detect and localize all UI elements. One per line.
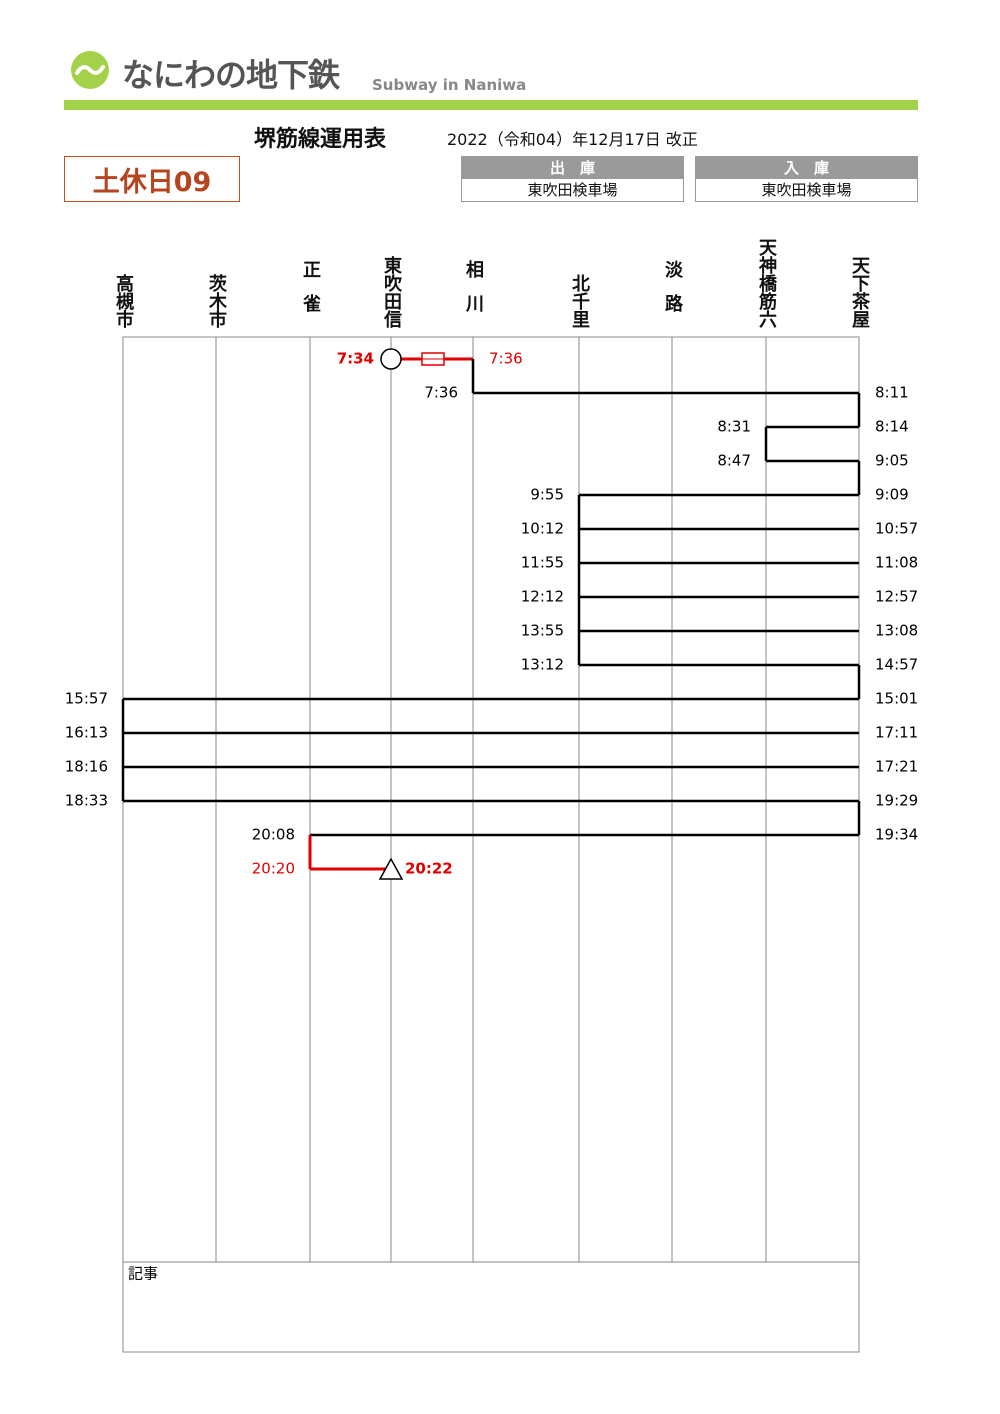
time-label: 18:16 [65, 758, 108, 776]
time-label: 7:36 [489, 350, 523, 368]
frame [122, 336, 860, 1353]
station-name: 茨木市 [206, 274, 227, 328]
time-label: 10:12 [521, 520, 564, 538]
station-name: 東吹田信 [381, 256, 402, 328]
time-label: 9:09 [875, 486, 909, 504]
logo-subtitle: Subway in Naniwa [372, 76, 527, 94]
depot-label: 入 庫 [696, 157, 917, 179]
time-label: 9:55 [530, 486, 564, 504]
time-label: 8:14 [875, 418, 909, 436]
station-name: 天下茶屋 [849, 256, 870, 328]
time-label: 7:36 [424, 384, 458, 402]
time-label: 14:57 [875, 656, 918, 674]
station-name: 相川 [463, 260, 484, 328]
time-label: 13:55 [521, 622, 564, 640]
station-name: 天神橋筋六 [756, 238, 777, 328]
time-label: 15:57 [65, 690, 108, 708]
time-label: 12:57 [875, 588, 918, 606]
time-label: 9:05 [875, 452, 909, 470]
header-bar [64, 100, 918, 110]
time-label: 12:12 [521, 588, 564, 606]
end-marker [378, 857, 404, 880]
time-label: 8:11 [875, 384, 909, 402]
time-label: 10:57 [875, 520, 918, 538]
time-label: 16:13 [65, 724, 108, 742]
time-label: 18:33 [65, 792, 108, 810]
station-name: 正雀 [300, 260, 321, 328]
time-label: 17:11 [875, 724, 918, 742]
time-label: 11:55 [521, 554, 564, 572]
time-label: 20:20 [252, 860, 295, 878]
depot-box: 出 庫東吹田検車場 [461, 156, 684, 202]
time-label: 8:31 [717, 418, 751, 436]
logo-mark [71, 51, 109, 89]
time-label: 11:08 [875, 554, 918, 572]
depot-value: 東吹田検車場 [761, 181, 852, 199]
badge: 土休日09 [64, 156, 240, 202]
time-label: 19:29 [875, 792, 918, 810]
time-label: 13:12 [521, 656, 564, 674]
logo-text: なにわの地下鉄 [122, 56, 340, 94]
time-label: 8:47 [717, 452, 751, 470]
station-name: 淡路 [662, 260, 683, 328]
time-label: 19:34 [875, 826, 918, 844]
time-label: 13:08 [875, 622, 918, 640]
depot-value: 東吹田検車場 [527, 181, 618, 199]
station-name: 高槻市 [113, 274, 134, 328]
revision: 2022（令和04）年12月17日 改正 [447, 130, 698, 149]
time-label: 7:34 [337, 350, 374, 368]
time-label: 20:22 [405, 860, 453, 878]
depot-label: 出 庫 [462, 157, 683, 179]
depot-box: 入 庫東吹田検車場 [695, 156, 918, 202]
start-marker [380, 348, 402, 370]
time-label: 15:01 [875, 690, 918, 708]
title: 堺筋線運用表 [254, 127, 387, 152]
station-name: 北千里 [569, 274, 590, 328]
memo-label: 記事 [128, 1265, 158, 1283]
time-label: 20:08 [252, 826, 295, 844]
time-label: 17:21 [875, 758, 918, 776]
